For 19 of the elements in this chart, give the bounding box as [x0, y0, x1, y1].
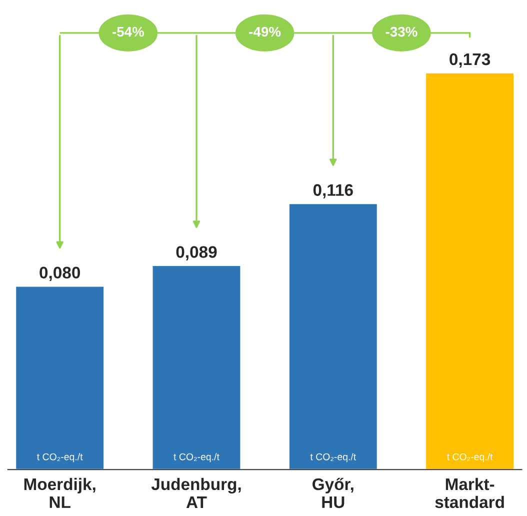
annotation: t CO₂-eq./t	[37, 453, 83, 462]
text: -54%	[112, 26, 144, 37]
text: -49%	[249, 26, 281, 37]
x-tick-label: Judenburg, AT	[151, 478, 241, 508]
bar	[14, 285, 105, 470]
data-label: 0,089	[176, 246, 217, 260]
x-tick-label: Markt- standard	[435, 478, 504, 508]
x-tick-label: Győr, HU	[312, 478, 354, 508]
bar	[424, 72, 515, 470]
annotation: t CO₂-eq./t	[446, 453, 493, 462]
x-tick-label: Moerdijk, NL	[24, 478, 96, 508]
data-label: 0,173	[450, 53, 490, 68]
bar	[288, 202, 378, 470]
data-label: 0,080	[40, 266, 80, 281]
bar	[151, 264, 242, 470]
annotation: t CO₂-eq./t	[174, 453, 220, 462]
text: -33%	[386, 26, 418, 37]
data-label: 0,116	[313, 184, 353, 198]
annotation: t CO₂-eq./t	[310, 453, 356, 462]
